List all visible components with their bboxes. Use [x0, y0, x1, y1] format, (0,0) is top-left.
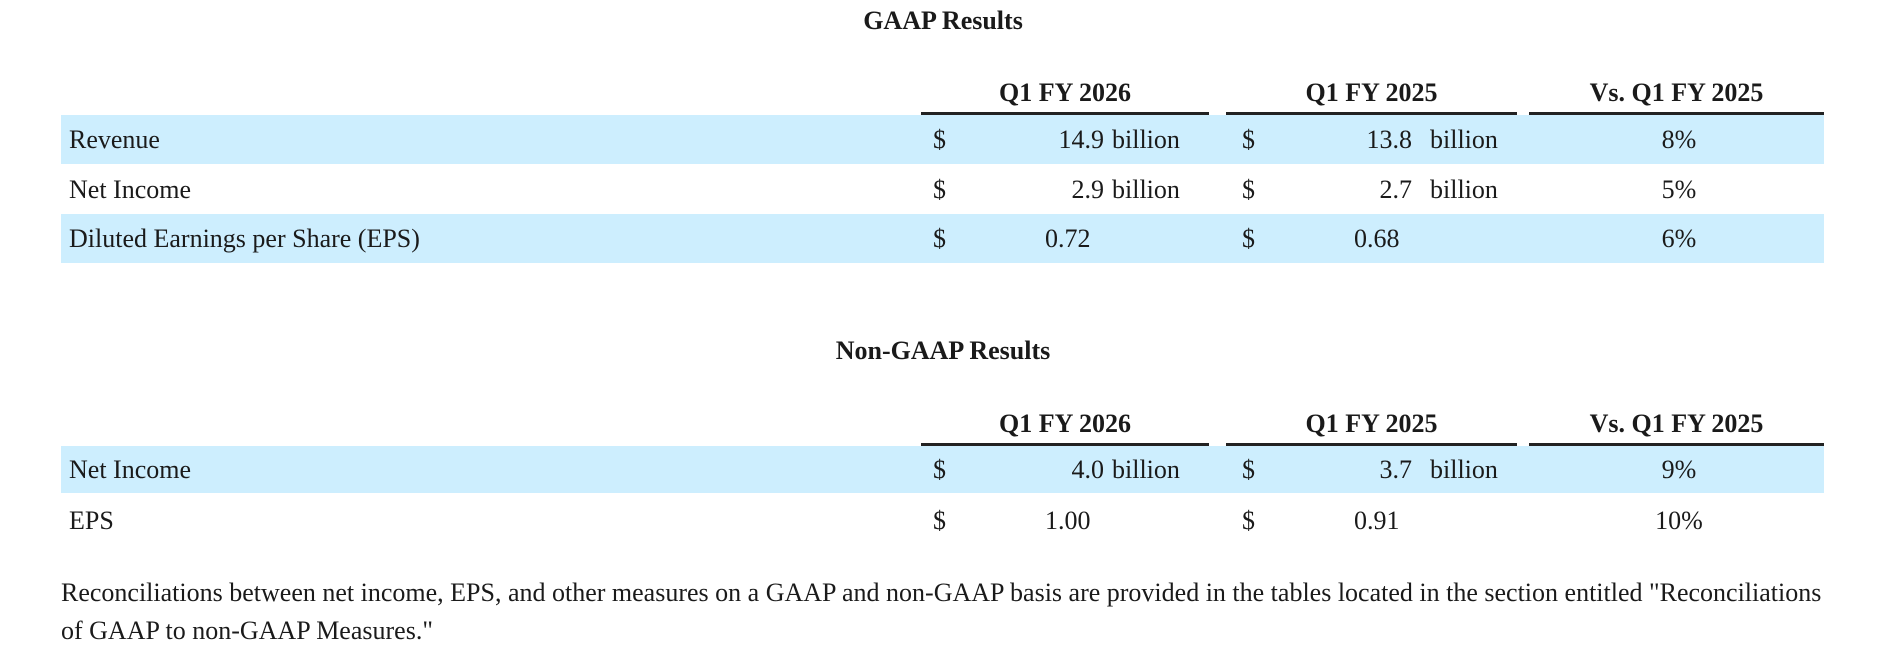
unit-current: billion [1112, 455, 1180, 484]
row-label: EPS [69, 506, 114, 535]
currency: $ [1242, 455, 1255, 484]
value-current: 2.9 [1071, 175, 1105, 204]
currency: $ [933, 125, 946, 154]
currency: $ [933, 175, 946, 204]
row-band [61, 446, 1824, 493]
table-row-net-income: Net Income $ 4.0 billion $ 3.7 billion 9… [61, 446, 1824, 494]
change: 10% [1655, 506, 1703, 535]
table-row-revenue: Revenue $ 14.9 billion $ 13.8 billion 8% [61, 116, 1824, 164]
table-row-net-income: Net Income $ 2.9 billion $ 2.7 billion 5… [61, 166, 1824, 214]
unit-prior: billion [1430, 455, 1498, 484]
gaap-header-change: Vs. Q1 FY 2025 [1529, 78, 1824, 115]
currency: $ [1242, 125, 1255, 154]
row-band [61, 214, 1824, 263]
unit-prior: billion [1430, 175, 1498, 204]
nongaap-header-change: Vs. Q1 FY 2025 [1529, 409, 1824, 446]
value-current: 1.00 [1045, 506, 1091, 535]
footnote: Reconciliations between net income, EPS,… [61, 578, 1822, 645]
gaap-header-q1fy2026: Q1 FY 2026 [921, 78, 1209, 115]
table-row-eps: EPS $ 1.00 $ 0.91 10% [61, 497, 1824, 545]
row-band [61, 115, 1824, 164]
value-current: 4.0 [1071, 455, 1105, 484]
change: 6% [1661, 224, 1697, 253]
change: 8% [1661, 125, 1697, 154]
table-row-eps: Diluted Earnings per Share (EPS) $ 0.72 … [61, 215, 1824, 263]
nongaap-title: Non-GAAP Results [835, 336, 1051, 365]
nongaap-header-q1fy2026: Q1 FY 2026 [921, 409, 1209, 446]
unit-current: billion [1112, 125, 1180, 154]
row-label: Diluted Earnings per Share (EPS) [69, 224, 420, 253]
value-current: 14.9 [1058, 125, 1105, 154]
currency: $ [1242, 224, 1255, 253]
row-label: Revenue [69, 125, 160, 154]
gaap-header-q1fy2025: Q1 FY 2025 [1226, 78, 1517, 115]
currency: $ [933, 455, 946, 484]
unit-prior: billion [1430, 125, 1498, 154]
gaap-title: GAAP Results [863, 6, 1023, 35]
row-label: Net Income [69, 455, 192, 484]
nongaap-header-q1fy2025: Q1 FY 2025 [1226, 409, 1517, 446]
currency: $ [933, 506, 946, 535]
value-prior: 2.7 [1379, 175, 1413, 204]
value-current: 0.72 [1045, 224, 1091, 253]
value-prior: 3.7 [1379, 455, 1413, 484]
change: 9% [1661, 455, 1697, 484]
currency: $ [1242, 175, 1255, 204]
value-prior: 13.8 [1366, 125, 1413, 154]
row-label: Net Income [69, 175, 192, 204]
currency: $ [1242, 506, 1255, 535]
value-prior: 0.68 [1354, 224, 1400, 253]
unit-current: billion [1112, 175, 1180, 204]
change: 5% [1661, 175, 1697, 204]
currency: $ [933, 224, 946, 253]
value-prior: 0.91 [1354, 506, 1400, 535]
